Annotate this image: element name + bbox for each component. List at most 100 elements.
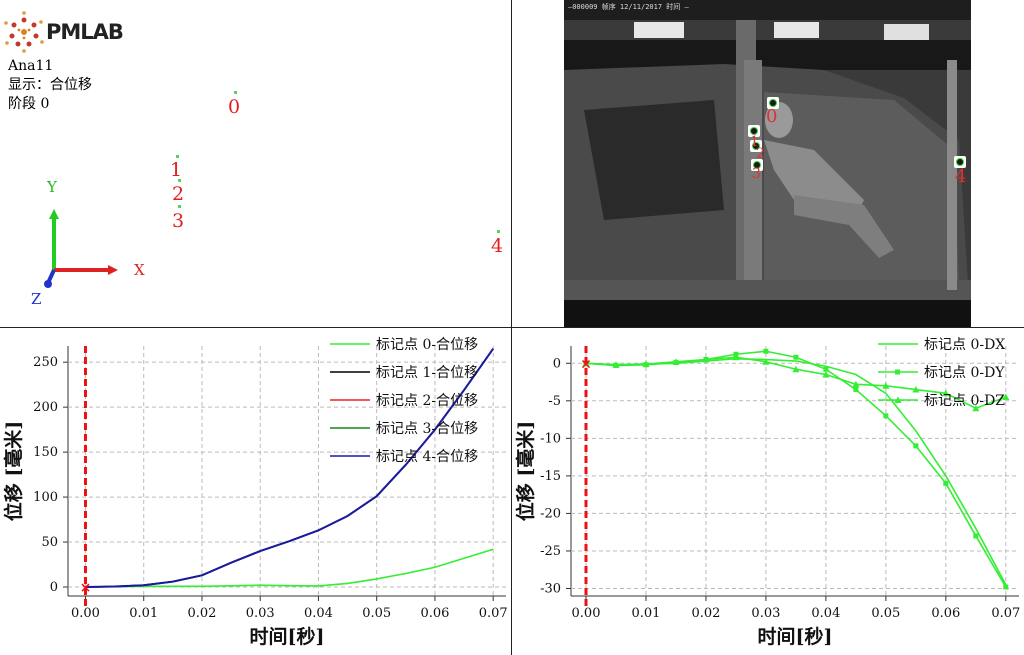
y-tick-label: 200 (33, 400, 58, 415)
series-1-point (883, 413, 889, 419)
y-axis-title: 位移 [毫米] (514, 421, 537, 522)
video-marker-0-label: 0 (766, 106, 778, 127)
x-tick-label: 0.04 (811, 606, 840, 621)
marker-4-label: 4 (491, 235, 504, 257)
time-cursor-marker: × (80, 580, 92, 596)
pmlab-logo-icon (4, 11, 44, 53)
marker-0-point[interactable] (234, 91, 237, 94)
y-tick-label: 50 (41, 535, 58, 550)
series-2-point (672, 358, 680, 365)
marker-0-label: 0 (228, 96, 241, 118)
3d-view-pane[interactable]: PMLAB Ana11 显示：合位移 阶段 0 0 1 2 3 4 Y X Z (0, 0, 511, 327)
legend-marker-1 (895, 369, 900, 375)
legend-label-0: 标记点 0-DX (924, 337, 1005, 353)
legend-marker-2 (894, 396, 902, 403)
legend-label-2: 标记点 2-合位移 (376, 393, 478, 409)
z-axis-label: Z (31, 290, 42, 308)
series-2-point (942, 389, 950, 397)
series-1-point (793, 354, 799, 360)
tracking-target-3[interactable] (751, 159, 763, 171)
tracking-target-1[interactable] (748, 125, 760, 137)
marker-1-label: 1 (170, 159, 183, 181)
series-2-point (612, 361, 620, 368)
series-2-point (972, 404, 980, 412)
x-tick-label: 0.02 (691, 606, 720, 621)
legend-label-1: 标记点 1-合位移 (376, 365, 478, 381)
video-frame[interactable]: —000009 帧序 12/11/2017 时间 — 0 1 2 3 4 (564, 0, 971, 327)
marker-4-point[interactable] (497, 230, 500, 233)
y-tick-label: 150 (33, 445, 58, 460)
y-tick-label: -10 (540, 431, 561, 446)
x-tick-label: 0.06 (420, 606, 449, 621)
marker-3-point[interactable] (178, 205, 181, 208)
marker-2-point[interactable] (178, 179, 181, 182)
x-tick-label: 0.04 (304, 606, 333, 621)
marker-1-point[interactable] (176, 155, 179, 158)
x-axis-title: 时间[秒] (250, 625, 325, 648)
series-2-point (822, 371, 830, 378)
series-1-point (1003, 584, 1009, 590)
resultant-displacement-chart-pane[interactable]: 0.00 0.01 0.02 0.03 0.04 0.05 0.06 0.07 0 50 100 15… (0, 328, 511, 655)
y-tick-label: -30 (540, 581, 561, 596)
tracking-target-0[interactable] (767, 97, 779, 109)
series-line-3 (85, 348, 494, 588)
series-2-point (702, 356, 710, 363)
series-line-1 (585, 350, 1007, 588)
x-tick-label: 0.01 (129, 606, 158, 621)
x-tick-label: 0.06 (931, 606, 960, 621)
pane-divider-horizontal[interactable] (0, 327, 1024, 328)
axis-triad-icon (44, 209, 118, 288)
video-marker-1-label: 1 (750, 134, 759, 150)
resultant-displacement-chart[interactable]: 0.00 0.01 0.02 0.03 0.04 0.05 0.06 0.07 0 50 100 15… (0, 328, 511, 655)
y-axis-label: Y (47, 178, 57, 196)
x-tick-label: 0.07 (991, 606, 1020, 621)
series-2-point (732, 353, 740, 361)
stage-label: 阶段 0 (8, 96, 50, 112)
y-tick-label: -25 (540, 544, 561, 559)
tracking-target-2[interactable] (750, 140, 762, 152)
analysis-name: Ana11 (8, 58, 54, 74)
series-line-2 (85, 348, 494, 588)
y-tick-label: 100 (33, 490, 58, 505)
component-displacement-chart[interactable]: 0.00 0.01 0.02 0.03 0.04 0.05 0.06 0.07 0 -5 -10 -1… (512, 328, 1024, 655)
x-tick-label: 0.01 (631, 606, 660, 621)
series-2-point (882, 382, 890, 389)
series-2-point (642, 360, 650, 368)
legend-label-4: 标记点 4-合位移 (376, 449, 478, 465)
component-displacement-chart-pane[interactable]: 0.00 0.01 0.02 0.03 0.04 0.05 0.06 0.07 0 -5 -10 -1… (512, 328, 1024, 655)
series-line-4 (85, 348, 495, 589)
x-tick-label: 0.07 (479, 606, 508, 621)
legend-label-1: 标记点 0-DY (924, 365, 1005, 381)
legend-label-2: 标记点 0-DZ (924, 393, 1005, 409)
y-tick-label: 0 (50, 580, 58, 595)
series-2-point (912, 386, 920, 393)
x-axis-label: X (134, 261, 145, 279)
legend-label-3: 标记点 3-合位移 (376, 421, 478, 437)
x-tick-label: 0.05 (362, 606, 391, 621)
tracking-target-4[interactable] (954, 156, 966, 168)
x-tick-label: 0.00 (71, 606, 100, 621)
car-interior-image (564, 0, 971, 327)
video-pane[interactable]: —000009 帧序 12/11/2017 时间 — 0 1 2 3 4 (512, 0, 1024, 327)
logo-text: PMLAB (46, 20, 124, 44)
marker-3-label: 3 (172, 210, 185, 232)
series-1-point (913, 443, 919, 449)
series-2-point (762, 358, 770, 365)
y-tick-label: -5 (548, 394, 561, 409)
series-2-point (792, 365, 800, 373)
time-cursor-marker: × (580, 356, 592, 372)
y-tick-label: -15 (540, 469, 561, 484)
series-1-point (823, 366, 829, 372)
video-marker-3-label: 3 (752, 166, 761, 182)
video-timestamp: —000009 帧序 12/11/2017 时间 — (568, 3, 689, 11)
series-1-point (853, 387, 859, 393)
y-axis-title: 位移 [毫米] (2, 421, 25, 522)
series-2-point (1002, 393, 1010, 401)
marker-2-label: 2 (172, 183, 185, 205)
series-2-point (852, 380, 860, 388)
x-axis-title: 时间[秒] (758, 625, 833, 648)
series-line-0 (85, 548, 494, 588)
y-tick-label: -20 (540, 506, 561, 521)
video-marker-2-label: 2 (756, 146, 765, 162)
legend-label-0: 标记点 0-合位移 (376, 337, 478, 353)
